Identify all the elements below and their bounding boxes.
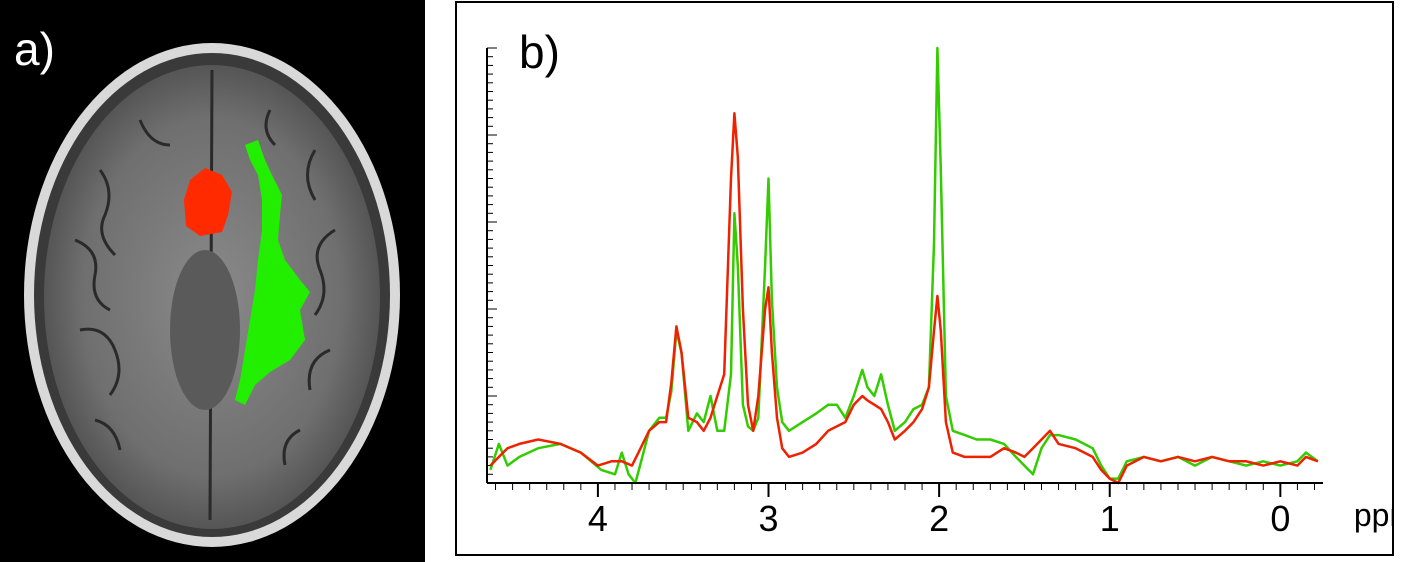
mri-image xyxy=(24,43,400,547)
spectrum-line-red xyxy=(489,112,1319,485)
x-tick-label: 4 xyxy=(588,498,608,539)
spectrum-chart: 4 3 2 1 0 ppm xyxy=(486,46,1392,539)
axis-ticks: 4 3 2 1 0 xyxy=(487,47,1315,539)
spectrum-line-green xyxy=(489,46,1319,485)
x-tick-label: 0 xyxy=(1270,498,1290,539)
x-tick-label: 2 xyxy=(929,498,949,539)
mri-image-panel: a) xyxy=(0,0,425,562)
roi-red xyxy=(184,168,232,236)
ventricle-region xyxy=(170,250,240,410)
sulci xyxy=(74,109,336,466)
roi-green xyxy=(235,140,310,405)
spectrum-series xyxy=(489,46,1319,485)
panel-a-label: a) xyxy=(14,23,55,75)
x-tick-label: 3 xyxy=(758,498,778,539)
panel-b-label: b) xyxy=(519,26,560,78)
x-axis-unit-label: ppm xyxy=(1354,497,1392,533)
x-tick-label: 1 xyxy=(1100,498,1120,539)
spectrum-panel: 4 3 2 1 0 ppm b) xyxy=(455,1,1394,556)
